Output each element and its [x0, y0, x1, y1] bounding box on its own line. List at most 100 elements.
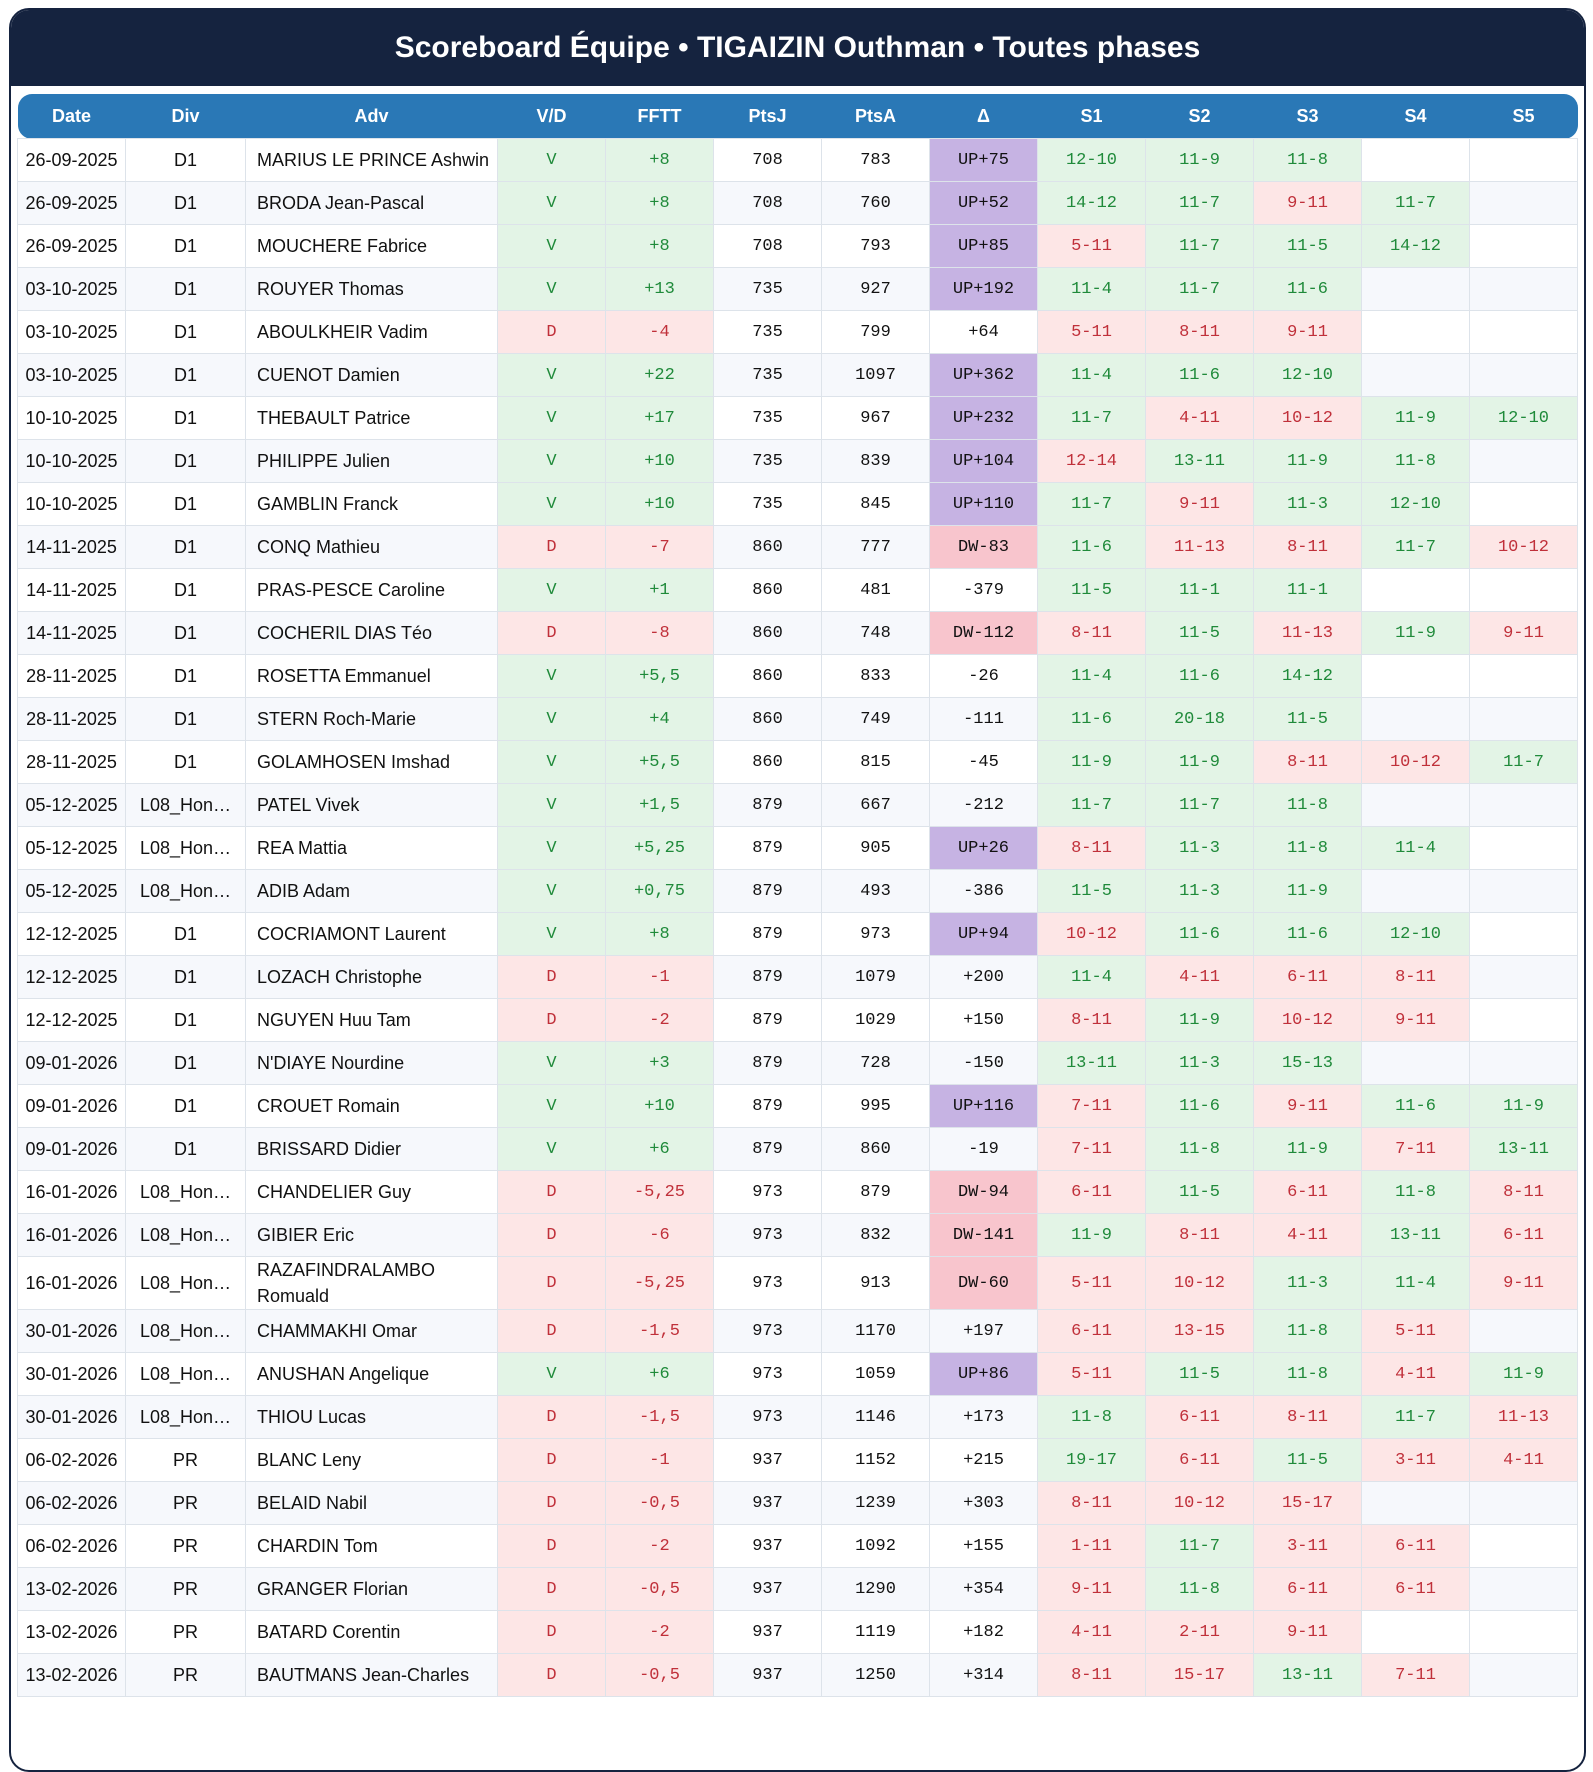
- cell: V: [497, 783, 606, 827]
- cell: 10-10-2025: [17, 482, 126, 526]
- cell: D1: [125, 1084, 246, 1128]
- cell: 11-5: [1253, 697, 1362, 741]
- cell: 11-9: [1469, 1352, 1578, 1396]
- column-header: S4: [1361, 94, 1470, 139]
- cell: 9-11: [1361, 998, 1470, 1042]
- cell: 7-11: [1361, 1127, 1470, 1171]
- table-row: 09-01-2026 D1 N'DIAYE Nourdine V +3 879 728 -15…: [17, 1041, 1578, 1085]
- cell: 14-11-2025: [17, 568, 126, 612]
- cell: +215: [929, 1438, 1038, 1482]
- table-row: 13-02-2026 PR BAUTMANS Jean-Charles D -0,5 93…: [17, 1653, 1578, 1697]
- cell: 2-11: [1145, 1610, 1254, 1654]
- cell: [1469, 1524, 1578, 1568]
- cell: 28-11-2025: [17, 740, 126, 784]
- cell: +173: [929, 1395, 1038, 1439]
- cell: +8: [605, 912, 714, 956]
- cell: 1097: [821, 353, 930, 397]
- cell: 6-11: [1037, 1170, 1146, 1214]
- cell: 9-11: [1253, 1610, 1362, 1654]
- cell: L08_Hon…: [125, 1213, 246, 1257]
- cell: 14-12: [1037, 181, 1146, 225]
- cell: 735: [713, 396, 822, 440]
- cell: 1152: [821, 1438, 930, 1482]
- cell: D: [497, 998, 606, 1042]
- table-row: 26-09-2025 D1 MARIUS LE PRINCE Ashwin V +8 70…: [17, 138, 1578, 182]
- cell: 967: [821, 396, 930, 440]
- cell: +303: [929, 1481, 1038, 1525]
- cell: 9-11: [1469, 1256, 1578, 1310]
- cell: 11-9: [1037, 1213, 1146, 1257]
- cell: L08_Hon…: [125, 869, 246, 913]
- cell: V: [497, 1127, 606, 1171]
- cell: 845: [821, 482, 930, 526]
- cell: [1361, 697, 1470, 741]
- cell: 9-11: [1145, 482, 1254, 526]
- cell: L08_Hon…: [125, 783, 246, 827]
- cell: D: [497, 1213, 606, 1257]
- cell: 11-3: [1145, 1041, 1254, 1085]
- cell: D: [497, 1438, 606, 1482]
- cell: 11-6: [1145, 654, 1254, 698]
- table-row: 30-01-2026 L08_Hon… THIOU Lucas D -1,5 973 114…: [17, 1395, 1578, 1439]
- cell: [1361, 353, 1470, 397]
- cell: [1469, 1653, 1578, 1697]
- cell: [1469, 869, 1578, 913]
- cell: 8-11: [1037, 826, 1146, 870]
- cell: 11-8: [1145, 1567, 1254, 1611]
- cell: [1469, 1041, 1578, 1085]
- cell: 20-18: [1145, 697, 1254, 741]
- cell: 11-7: [1145, 181, 1254, 225]
- cell: 10-10-2025: [17, 439, 126, 483]
- cell: D1: [125, 568, 246, 612]
- cell: 28-11-2025: [17, 697, 126, 741]
- cell: 8-11: [1145, 310, 1254, 354]
- cell: BATARD Corentin: [245, 1610, 498, 1654]
- cell: +6: [605, 1352, 714, 1396]
- cell: D1: [125, 310, 246, 354]
- cell: 13-11: [1037, 1041, 1146, 1085]
- cell: 14-11-2025: [17, 525, 126, 569]
- cell: V: [497, 396, 606, 440]
- cell: DW-112: [929, 611, 1038, 655]
- table-row: 06-02-2026 PR BELAID Nabil D -0,5 937 1239 +303…: [17, 1481, 1578, 1525]
- cell: L08_Hon…: [125, 1256, 246, 1310]
- cell: 8-11: [1253, 1395, 1362, 1439]
- cell: [1361, 568, 1470, 612]
- cell: 12-12-2025: [17, 955, 126, 999]
- cell: 26-09-2025: [17, 138, 126, 182]
- cell: THEBAULT Patrice: [245, 396, 498, 440]
- cell: 879: [713, 912, 822, 956]
- cell: 973: [713, 1352, 822, 1396]
- cell: V: [497, 353, 606, 397]
- cell: V: [497, 224, 606, 268]
- cell: 30-01-2026: [17, 1309, 126, 1353]
- cell: 11-5: [1145, 1170, 1254, 1214]
- cell: 13-02-2026: [17, 1567, 126, 1611]
- cell: 14-11-2025: [17, 611, 126, 655]
- table-row: 28-11-2025 D1 GOLAMHOSEN Imshad V +5,5 860 815…: [17, 740, 1578, 784]
- table-row: 05-12-2025 L08_Hon… REA Mattia V +5,25 879 905…: [17, 826, 1578, 870]
- cell: GAMBLIN Franck: [245, 482, 498, 526]
- cell: [1469, 998, 1578, 1042]
- cell: PATEL Vivek: [245, 783, 498, 827]
- cell: [1469, 1567, 1578, 1611]
- cell: [1361, 1610, 1470, 1654]
- cell: 11-9: [1145, 998, 1254, 1042]
- cell: 14-12: [1361, 224, 1470, 268]
- cell: -5,25: [605, 1170, 714, 1214]
- cell: D: [497, 611, 606, 655]
- column-header: Date: [17, 94, 126, 139]
- cell: -2: [605, 998, 714, 1042]
- cell: 05-12-2025: [17, 826, 126, 870]
- cell: 11-8: [1253, 783, 1362, 827]
- cell: 5-11: [1037, 1256, 1146, 1310]
- cell: 13-11: [1361, 1213, 1470, 1257]
- cell: 9-11: [1253, 1084, 1362, 1128]
- cell: D1: [125, 998, 246, 1042]
- cell: 16-01-2026: [17, 1256, 126, 1310]
- cell: 06-02-2026: [17, 1438, 126, 1482]
- cell: -26: [929, 654, 1038, 698]
- cell: [1469, 912, 1578, 956]
- cell: D: [497, 1524, 606, 1568]
- cell: 937: [713, 1610, 822, 1654]
